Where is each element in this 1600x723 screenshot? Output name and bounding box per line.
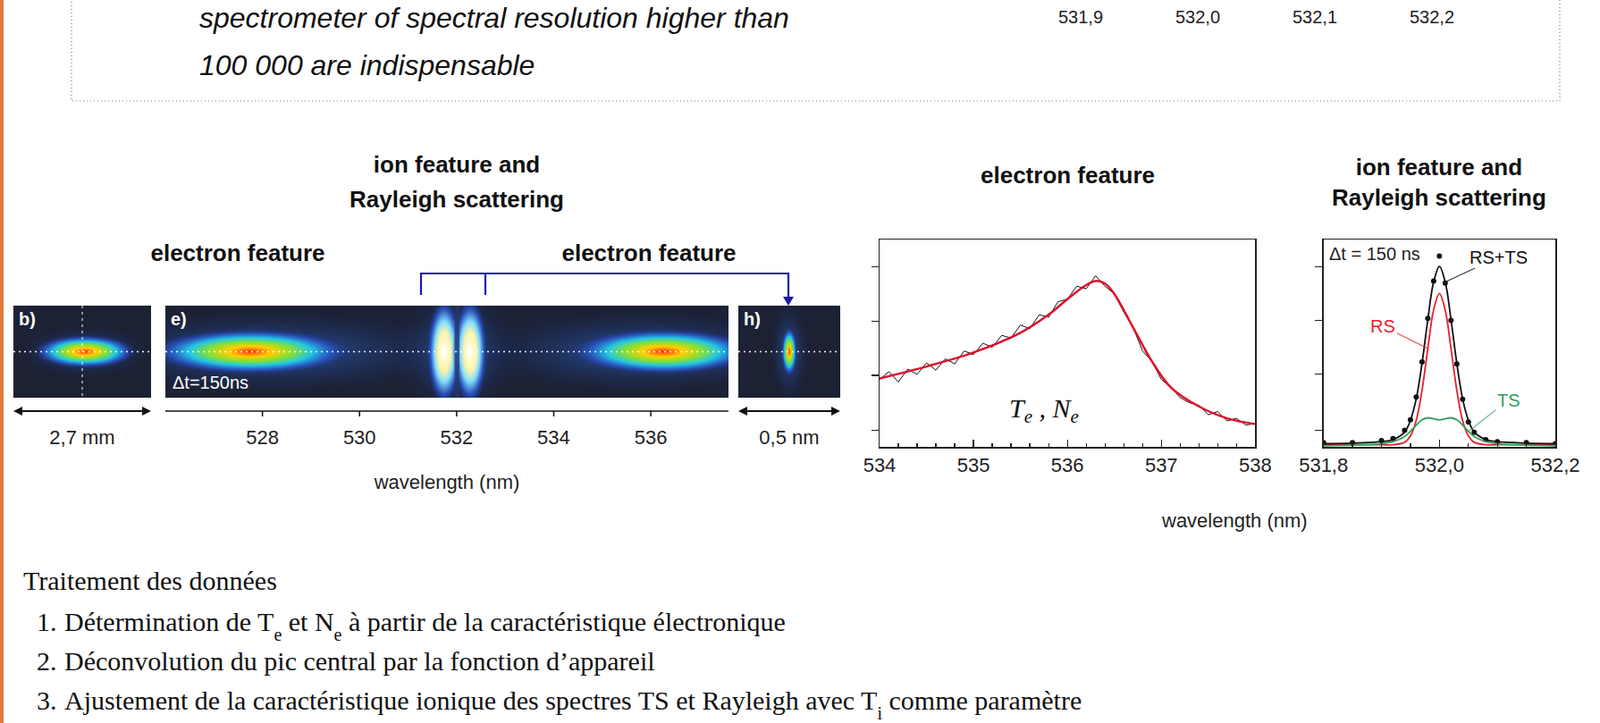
- svg-text:ion feature and: ion feature and: [373, 151, 540, 178]
- svg-text:wavelength (nm): wavelength (nm): [373, 471, 521, 494]
- svg-text:532,1: 532,1: [1292, 7, 1338, 27]
- svg-text:electron feature: electron feature: [561, 239, 736, 267]
- svg-text:0,5 nm: 0,5 nm: [758, 426, 819, 449]
- svg-text:2,7 mm: 2,7 mm: [49, 426, 115, 449]
- svg-text:b): b): [18, 309, 36, 329]
- svg-text:534: 534: [863, 454, 897, 477]
- svg-text:RS: RS: [1370, 316, 1396, 337]
- svg-text:3.: 3.: [36, 685, 58, 716]
- svg-text:531,9: 531,9: [1058, 7, 1104, 27]
- svg-text:RS+TS: RS+TS: [1469, 247, 1528, 268]
- svg-text:ion feature andRayleigh scatte: ion feature andRayleigh scattering: [1331, 153, 1547, 211]
- svg-text:electron feature: electron feature: [150, 239, 325, 267]
- svg-text:532,0: 532,0: [1414, 454, 1465, 477]
- svg-text:530: 530: [343, 426, 377, 449]
- svg-text:TS: TS: [1497, 390, 1521, 411]
- svg-text:528: 528: [245, 426, 279, 449]
- svg-text:Détermination de Te et Ne à pa: Détermination de Te et Ne à partir de la…: [64, 606, 786, 645]
- svg-text:538: 538: [1238, 454, 1272, 477]
- svg-text:532: 532: [440, 426, 474, 449]
- svg-text:532,2: 532,2: [1530, 454, 1580, 477]
- svg-text:h): h): [743, 309, 761, 329]
- svg-text:536: 536: [1051, 454, 1085, 477]
- svg-text:wavelength (nm): wavelength (nm): [1161, 509, 1308, 532]
- svg-text:531,8: 531,8: [1298, 454, 1348, 477]
- svg-text:electron feature: electron feature: [980, 161, 1155, 189]
- svg-text:Rayleigh scattering: Rayleigh scattering: [349, 185, 565, 213]
- svg-text:532,0: 532,0: [1175, 7, 1221, 27]
- svg-text:2.: 2.: [36, 646, 58, 676]
- svg-text:532,2: 532,2: [1409, 7, 1455, 27]
- svg-text:Déconvolution du pic central p: Déconvolution du pic central par la fonc…: [64, 646, 656, 676]
- svg-text:T​e​ , N​e​: T​e​ , N​e​: [1009, 393, 1079, 428]
- svg-text:535: 535: [957, 454, 991, 477]
- svg-text:Δt = 150 ns: Δt = 150 ns: [1329, 244, 1421, 264]
- svg-text:534: 534: [537, 426, 571, 449]
- svg-text:100 000 are indispensable: 100 000 are indispensable: [199, 49, 535, 82]
- svg-text:spectrometer of spectral resol: spectrometer of spectral resolution high…: [199, 1, 790, 34]
- svg-text:Traitement des données: Traitement des données: [23, 565, 278, 596]
- svg-text:536: 536: [634, 426, 668, 449]
- svg-text:e): e): [170, 309, 187, 329]
- svg-text:Ajustement de la caractéristiq: Ajustement de la caractéristique ionique…: [64, 685, 1082, 723]
- svg-text:537: 537: [1145, 454, 1179, 477]
- svg-text:1.: 1.: [36, 606, 58, 637]
- svg-text:Δt=150ns: Δt=150ns: [172, 372, 249, 393]
